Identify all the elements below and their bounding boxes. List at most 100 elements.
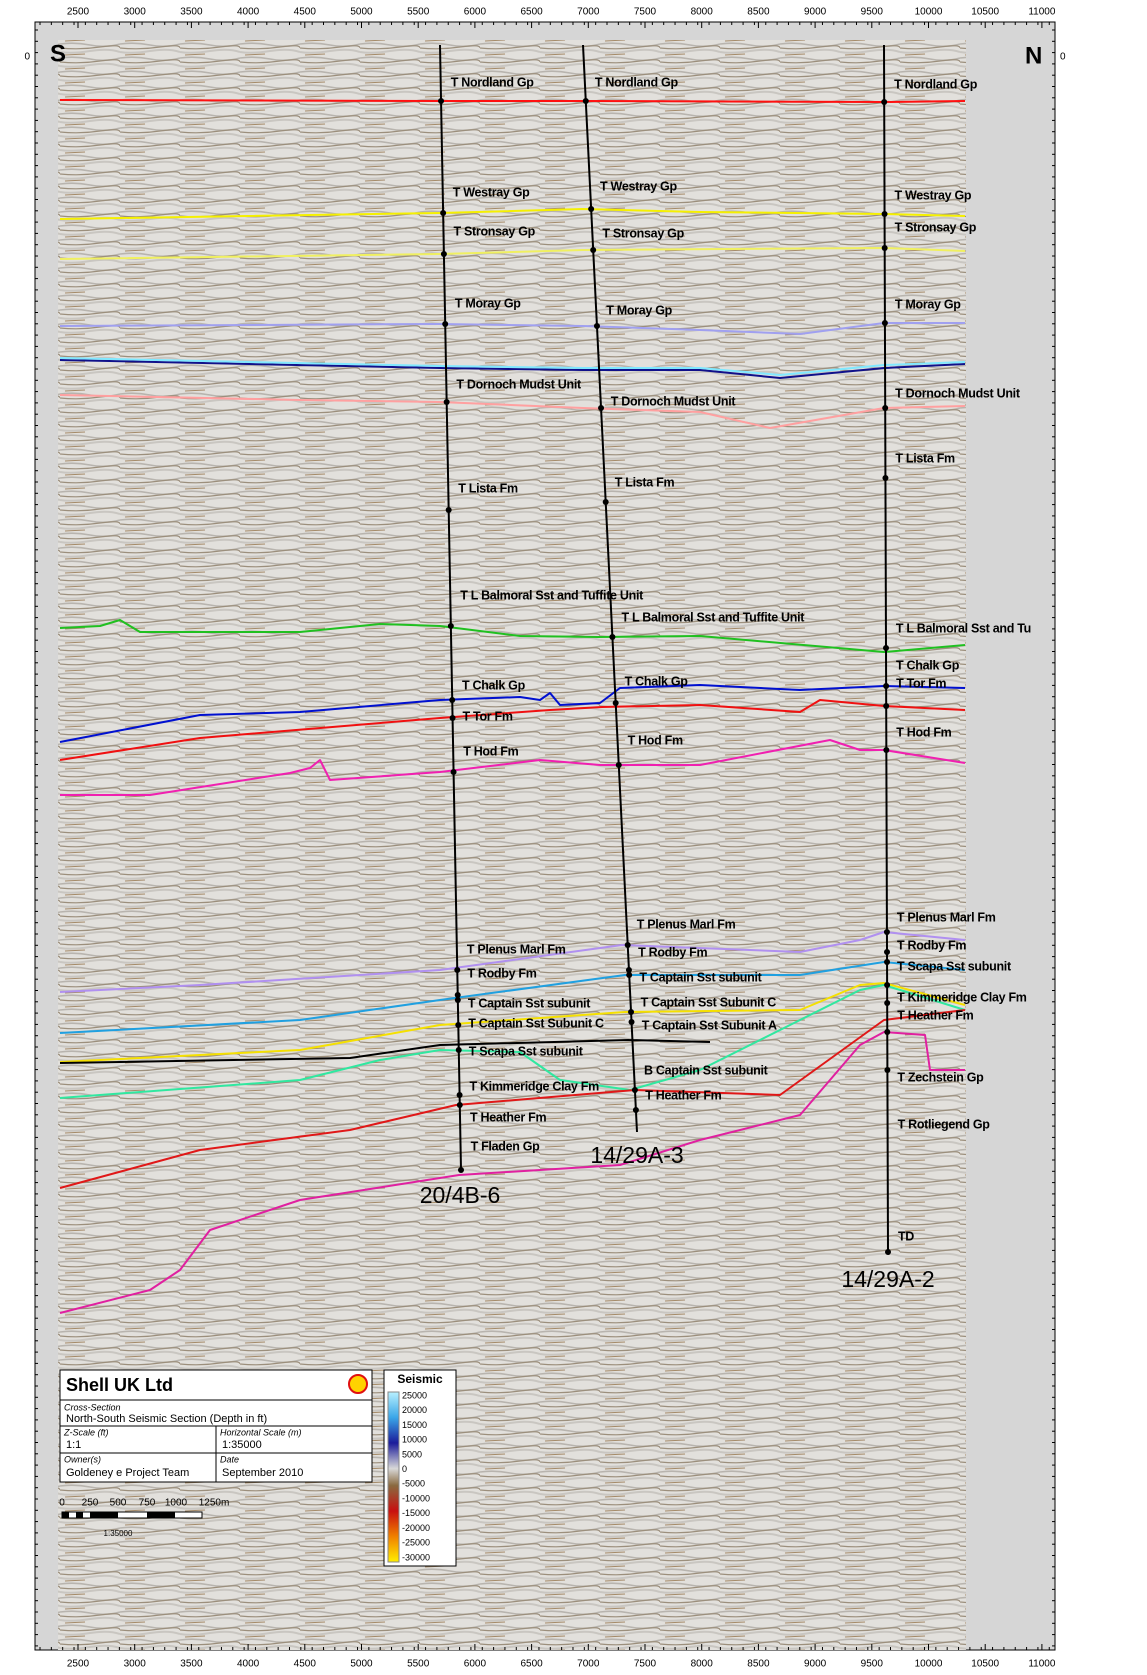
formation-top-label: T Nordland Gp — [451, 75, 535, 89]
field-label: Date — [220, 1454, 239, 1464]
well-top-marker — [884, 949, 891, 955]
horizon — [59, 1039, 711, 1064]
scale-bar-label: 250 — [82, 1498, 99, 1509]
formation-top-label: T Plenus Marl Fm — [637, 917, 736, 931]
formation-top-label: T Rotliegend Gp — [898, 1117, 991, 1131]
x-tick-label: 5500 — [407, 1659, 430, 1670]
well-top-marker — [454, 997, 461, 1003]
formation-top-label: T Lista Fm — [458, 481, 518, 495]
well-top-marker — [449, 697, 456, 703]
scale-bar-label: 1250m — [199, 1498, 230, 1509]
well-top-marker — [884, 959, 891, 965]
x-tick-label: 8000 — [691, 7, 714, 18]
formation-top-label: T Rodby Fm — [897, 938, 966, 952]
field-label: Horizontal Scale (m) — [220, 1427, 302, 1437]
formation-top-label: T Tor Fm — [896, 676, 946, 690]
x-tick-label: 8500 — [747, 1659, 770, 1670]
horizon — [59, 982, 966, 1063]
formation-top-label: T Captain Sst Subunit C — [468, 1016, 604, 1030]
horizon — [59, 1009, 966, 1189]
well-top-marker — [884, 1067, 891, 1073]
well-path — [439, 44, 462, 1171]
formation-top-label: T Stronsay Gp — [602, 226, 684, 240]
well-top-marker — [609, 634, 616, 640]
x-tick-label: 4500 — [294, 7, 317, 18]
well-top-marker — [440, 210, 447, 216]
field-value: North-South Seismic Section (Depth in ft… — [66, 1413, 267, 1425]
scale-bar-label: 1000 — [165, 1498, 188, 1509]
scale-bar: 1:35000 0 250 500 750 1000 1250m — [59, 1498, 229, 1538]
formation-top-label: TD — [898, 1229, 914, 1243]
x-tick-label: 9500 — [861, 1659, 884, 1670]
well-top-marker — [626, 972, 633, 978]
x-tick-label: 6000 — [464, 1659, 487, 1670]
formation-top-label: T Westray Gp — [600, 179, 677, 193]
formation-top-label: T Dornoch Mudst Unit — [456, 377, 582, 391]
well-top-marker — [881, 245, 888, 251]
legend-label: -30000 — [402, 1552, 430, 1562]
legend-label: -15000 — [402, 1508, 430, 1518]
well-name: 14/29A-3 — [590, 1142, 683, 1168]
horizon — [59, 699, 966, 761]
x-tick-label: 3000 — [124, 7, 147, 18]
well-top-marker — [455, 1047, 462, 1053]
formation-top-label: T Chalk Gp — [896, 658, 960, 672]
south-label: S — [50, 40, 66, 67]
formation-top-label: T L Balmoral Sst and Tuffite Unit — [621, 610, 805, 624]
well-top-marker — [458, 1167, 464, 1173]
field-value: Goldeney e Project Team — [66, 1467, 189, 1479]
field-label: Z-Scale (ft) — [63, 1427, 109, 1437]
formation-top-label: T Kimmeridge Clay Fm — [469, 1079, 599, 1093]
x-tick-label: 6000 — [464, 7, 487, 18]
field-value: September 2010 — [222, 1467, 303, 1479]
well-top-marker — [625, 967, 632, 973]
legend-label: 20000 — [402, 1405, 427, 1415]
formation-top-label: T Stronsay Gp — [895, 220, 977, 234]
formation-top-label: T Hod Fm — [896, 725, 951, 739]
well-top-marker — [449, 715, 456, 721]
x-tick-label: 3500 — [180, 1659, 203, 1670]
formation-top-label: T Chalk Gp — [625, 674, 689, 688]
well-top-marker — [884, 982, 891, 988]
formation-top-label: T Captain Sst Subunit C — [641, 995, 777, 1009]
horizon — [59, 208, 966, 220]
x-tick-label: 7000 — [577, 1659, 600, 1670]
horizon — [59, 984, 966, 1099]
x-tick-label: 3000 — [124, 1659, 147, 1670]
horizon — [59, 684, 966, 743]
formation-top-label: T Heather Fm — [897, 1008, 973, 1022]
well-top-marker — [615, 762, 622, 768]
well-name: 14/29A-2 — [841, 1266, 934, 1292]
formation-top-label: T Moray Gp — [606, 303, 672, 317]
well-top-marker — [454, 967, 461, 973]
horizon — [59, 619, 966, 653]
formation-top-label: T Rodby Fm — [638, 945, 707, 959]
horizon — [60, 739, 966, 796]
x-tick-label: 5000 — [350, 1659, 373, 1670]
scale-bar-label: 500 — [110, 1498, 127, 1509]
well-top-marker — [593, 323, 600, 329]
well-top-marker — [882, 475, 889, 481]
x-tick-label: 11000 — [1028, 1659, 1056, 1670]
formation-top-label: T Stronsay Gp — [453, 224, 535, 238]
scale-bar-segment — [147, 1512, 175, 1518]
field-value: 1:35000 — [222, 1439, 262, 1451]
well-top-marker — [883, 683, 890, 689]
x-tick-label: 10500 — [971, 1659, 999, 1670]
formation-top-label: T Hod Fm — [463, 744, 518, 758]
formation-top-label: T Fladen Gp — [471, 1139, 541, 1153]
legend-title: Seismic — [397, 1372, 443, 1386]
formation-top-label: T Heather Fm — [470, 1110, 546, 1124]
legend-label: 0 — [402, 1464, 407, 1474]
formation-top-label: T Captain Sst subunit — [639, 970, 762, 984]
well-top-marker — [631, 1087, 638, 1093]
formation-top-label: T Scapa Sst subunit — [897, 959, 1012, 973]
right-axis-label: 0 — [1060, 52, 1066, 63]
legend-label: 25000 — [402, 1390, 427, 1400]
well-top-marker — [442, 321, 449, 327]
x-tick-label: 9000 — [804, 7, 827, 18]
x-tick-label: 8000 — [691, 1659, 714, 1670]
x-tick-label: 6500 — [520, 7, 543, 18]
formation-top-label: T L Balmoral Sst and Tu — [896, 621, 1031, 635]
north-label: N — [1025, 42, 1042, 69]
